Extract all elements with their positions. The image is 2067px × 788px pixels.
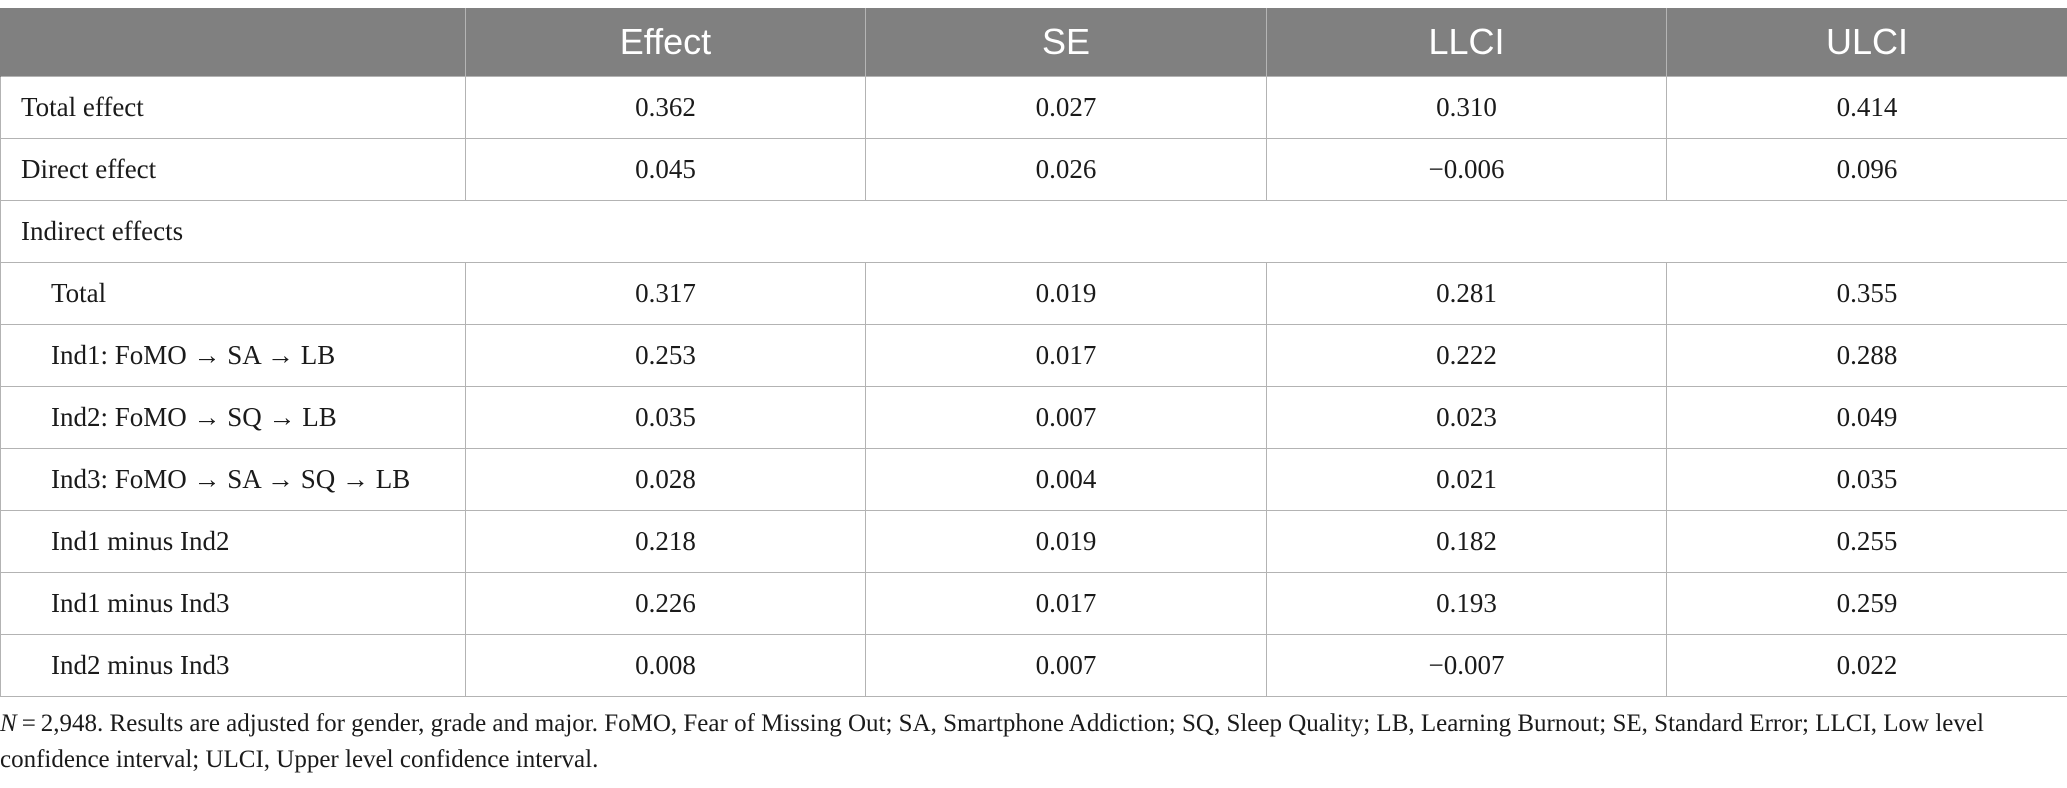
effect-value: 0.226 xyxy=(465,572,866,635)
ulci-value: 0.355 xyxy=(1666,262,2067,325)
table-row: Ind2: FoMO → SQ → LB 0.035 0.007 0.023 0… xyxy=(0,386,2067,449)
row-label: Ind2: FoMO → SQ → LB xyxy=(0,386,466,449)
row-label: Ind1 minus Ind2 xyxy=(0,510,466,573)
ulci-value: 0.255 xyxy=(1666,510,2067,573)
se-value: 0.017 xyxy=(865,572,1267,635)
se-value: 0.004 xyxy=(865,448,1267,511)
effect-value: 0.218 xyxy=(465,510,866,573)
ulci-value: 0.049 xyxy=(1666,386,2067,449)
se-value: 0.007 xyxy=(865,634,1267,697)
se-value: 0.019 xyxy=(865,262,1267,325)
mediation-effects-table: Effect SE LLCI ULCI Total effect 0.362 0… xyxy=(0,8,2067,697)
section-label: Indirect effects xyxy=(0,200,2067,263)
se-value: 0.019 xyxy=(865,510,1267,573)
header-cell-label xyxy=(0,8,466,77)
header-row: Effect SE LLCI ULCI xyxy=(0,8,2067,77)
ulci-value: 0.288 xyxy=(1666,324,2067,387)
table-row: Total effect 0.362 0.027 0.310 0.414 xyxy=(0,76,2067,139)
llci-value: −0.006 xyxy=(1266,138,1667,201)
se-value: 0.026 xyxy=(865,138,1267,201)
effect-value: 0.253 xyxy=(465,324,866,387)
llci-value: 0.281 xyxy=(1266,262,1667,325)
ulci-value: 0.414 xyxy=(1666,76,2067,139)
effect-value: 0.028 xyxy=(465,448,866,511)
effect-value: 0.008 xyxy=(465,634,866,697)
llci-value: 0.021 xyxy=(1266,448,1667,511)
llci-value: 0.222 xyxy=(1266,324,1667,387)
row-label: Total xyxy=(0,262,466,325)
effect-value: 0.362 xyxy=(465,76,866,139)
ulci-value: 0.259 xyxy=(1666,572,2067,635)
se-value: 0.017 xyxy=(865,324,1267,387)
row-label: Ind3: FoMO → SA → SQ → LB xyxy=(0,448,466,511)
llci-value: −0.007 xyxy=(1266,634,1667,697)
row-label: Ind1 minus Ind3 xyxy=(0,572,466,635)
se-value: 0.007 xyxy=(865,386,1267,449)
header-cell-llci: LLCI xyxy=(1266,8,1667,77)
effect-value: 0.317 xyxy=(465,262,866,325)
effect-value: 0.035 xyxy=(465,386,866,449)
row-label: Ind1: FoMO → SA → LB xyxy=(0,324,466,387)
llci-value: 0.023 xyxy=(1266,386,1667,449)
llci-value: 0.193 xyxy=(1266,572,1667,635)
sample-size-symbol: N xyxy=(0,710,17,737)
table-row: Ind1 minus Ind2 0.218 0.019 0.182 0.255 xyxy=(0,510,2067,573)
llci-value: 0.182 xyxy=(1266,510,1667,573)
ulci-value: 0.022 xyxy=(1666,634,2067,697)
table-row: Ind3: FoMO → SA → SQ → LB 0.028 0.004 0.… xyxy=(0,448,2067,511)
footnote-text: = 2,948. Results are adjusted for gender… xyxy=(0,710,1984,773)
llci-value: 0.310 xyxy=(1266,76,1667,139)
section-row: Indirect effects xyxy=(0,200,2067,263)
table-row: Total 0.317 0.019 0.281 0.355 xyxy=(0,262,2067,325)
results-table-container: Effect SE LLCI ULCI Total effect 0.362 0… xyxy=(0,8,2067,697)
header-cell-se: SE xyxy=(865,8,1267,77)
effect-value: 0.045 xyxy=(465,138,866,201)
row-label: Ind2 minus Ind3 xyxy=(0,634,466,697)
table-row: Ind1: FoMO → SA → LB 0.253 0.017 0.222 0… xyxy=(0,324,2067,387)
table-footnote: N = 2,948. Results are adjusted for gend… xyxy=(0,706,2060,778)
table-header: Effect SE LLCI ULCI xyxy=(0,8,2067,77)
ulci-value: 0.035 xyxy=(1666,448,2067,511)
table-row: Ind2 minus Ind3 0.008 0.007 −0.007 0.022 xyxy=(0,634,2067,697)
row-label: Direct effect xyxy=(0,138,466,201)
header-cell-effect: Effect xyxy=(465,8,866,77)
header-cell-ulci: ULCI xyxy=(1666,8,2067,77)
table-row: Direct effect 0.045 0.026 −0.006 0.096 xyxy=(0,138,2067,201)
table-row: Ind1 minus Ind3 0.226 0.017 0.193 0.259 xyxy=(0,572,2067,635)
row-label: Total effect xyxy=(0,76,466,139)
ulci-value: 0.096 xyxy=(1666,138,2067,201)
se-value: 0.027 xyxy=(865,76,1267,139)
table-body: Total effect 0.362 0.027 0.310 0.414 Dir… xyxy=(0,76,2067,697)
